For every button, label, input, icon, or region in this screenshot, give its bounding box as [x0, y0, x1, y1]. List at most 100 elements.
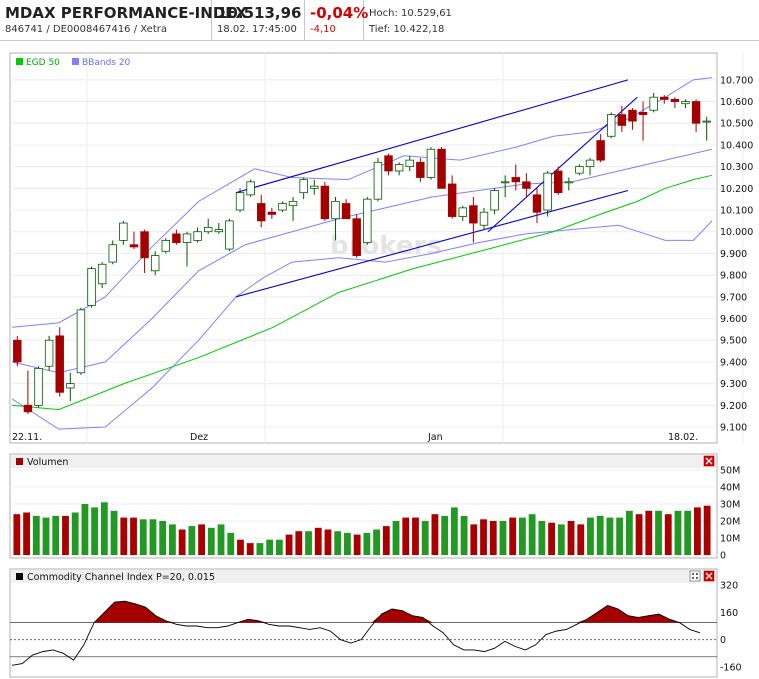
volume-bar — [217, 524, 225, 555]
volume-bar — [519, 517, 526, 555]
quote-header: MDAX PERFORMANCE-INDEX 846741 / DE000846… — [0, 0, 759, 41]
volume-bar — [139, 519, 147, 555]
volume-bar — [256, 543, 264, 555]
price-tick-label: 10.300 — [720, 162, 753, 173]
volume-bar — [237, 539, 244, 555]
cci-overbought-area — [12, 601, 700, 623]
candle — [543, 170, 552, 217]
candle-body-up — [203, 226, 213, 233]
candle-body-down — [172, 233, 181, 243]
volume-bar — [421, 521, 429, 555]
volume-bar — [120, 517, 128, 555]
candle — [479, 207, 489, 230]
price-tick-label: 9.600 — [720, 314, 747, 325]
candle-body-up — [278, 203, 287, 211]
volume-bar — [169, 524, 176, 555]
volume-bar — [314, 527, 322, 555]
candle — [182, 231, 192, 267]
date-tick-label: Jan — [427, 432, 443, 443]
candle — [34, 366, 43, 408]
volume-axis: 50M 40M 30M 20M 10M 0 — [720, 466, 740, 562]
volume-bar — [489, 521, 497, 555]
candle — [416, 157, 425, 182]
candle — [373, 157, 383, 202]
candle-body-up — [193, 231, 202, 241]
price-tick-label: 10.400 — [720, 140, 753, 151]
candle-body-up — [246, 181, 255, 196]
volume-bar — [324, 529, 332, 555]
day-high: Hoch: 10.529,61 — [369, 8, 452, 19]
candle-body-up — [288, 200, 298, 207]
volume-bar — [470, 524, 478, 555]
candle-body-up — [585, 159, 595, 168]
candle — [278, 201, 287, 213]
layout-icon[interactable] — [689, 570, 701, 582]
candle — [458, 205, 467, 221]
volume-bar — [606, 517, 614, 555]
volume-bar — [567, 521, 575, 555]
volume-bar — [441, 515, 449, 555]
volume-bar — [625, 510, 633, 555]
candle — [55, 327, 64, 397]
candle — [23, 370, 33, 414]
bbands-middle-line — [11, 148, 713, 374]
candle — [426, 147, 436, 180]
candle — [140, 229, 149, 273]
volume-bar — [635, 514, 643, 555]
candle-body-up — [649, 96, 658, 111]
price-panel: brokers 10.70010.60010.50010.40010.30010… — [9, 52, 753, 444]
candle-body-down — [553, 170, 563, 194]
candle-body-down — [638, 111, 648, 115]
candle-body-up — [607, 114, 616, 137]
candle — [246, 179, 255, 198]
candle — [628, 108, 637, 130]
candle-body-down — [320, 185, 330, 220]
change-cell: -0,04% -4,10 — [305, 0, 368, 40]
egd-50-line — [11, 174, 713, 411]
candle — [511, 164, 521, 191]
volume-tick-label: 0 — [720, 551, 726, 562]
volume-bar — [188, 526, 196, 555]
date-tick-label: 18.02. — [668, 432, 698, 443]
legend-bbands: BBands 20 — [82, 58, 131, 68]
candle — [214, 223, 224, 234]
price-tick-label: 9.900 — [720, 249, 747, 260]
volume-bar — [159, 521, 167, 555]
candle — [320, 181, 330, 221]
volume-bar — [664, 514, 672, 555]
candle-body-up — [575, 166, 584, 174]
instrument-cell: MDAX PERFORMANCE-INDEX 846741 / DE000846… — [0, 0, 247, 40]
volume-bar — [596, 515, 604, 555]
candle — [437, 147, 446, 189]
volume-panel: Volumen 50M 40M 30M 20M 10M 0 — [9, 453, 740, 562]
price-tick-label: 10.500 — [720, 119, 753, 130]
candle — [97, 262, 107, 289]
volume-bar — [110, 510, 118, 555]
legend-egd: EGD 50 — [26, 58, 60, 68]
candle-body-down — [23, 404, 33, 413]
volume-bar — [71, 512, 79, 555]
candle-body-up — [405, 159, 414, 168]
candle-body-up — [299, 179, 308, 194]
candle — [299, 177, 308, 200]
volume-bar — [577, 524, 585, 555]
candle-body-down — [691, 101, 701, 124]
close-icon[interactable] — [703, 455, 715, 467]
volume-bar — [616, 517, 624, 555]
candle — [66, 372, 75, 401]
instrument-title: MDAX PERFORMANCE-INDEX — [5, 4, 248, 22]
candle-body-up — [97, 263, 107, 285]
candle-body-up — [310, 185, 319, 189]
candle — [585, 157, 595, 176]
volume-bar — [207, 527, 215, 555]
cci-swatch — [16, 573, 23, 580]
cci-tick-label: -160 — [720, 663, 742, 674]
candle-body-up — [681, 101, 690, 105]
candle — [257, 194, 266, 228]
candle-body-down — [55, 335, 64, 393]
close-icon[interactable] — [703, 570, 715, 582]
volume-tick-label: 10M — [720, 534, 740, 545]
bbands-upper-line — [11, 77, 713, 328]
volume-tick-label: 40M — [720, 483, 740, 494]
volume-bars — [13, 502, 711, 555]
